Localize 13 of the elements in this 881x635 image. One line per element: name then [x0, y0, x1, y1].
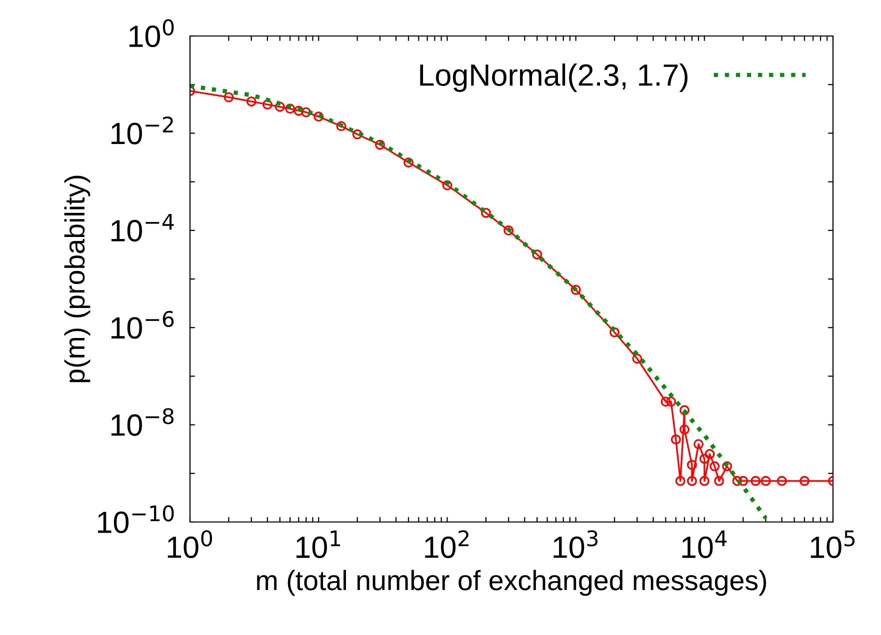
- y-tick-label: 10$^{−2}$: [112, 116, 173, 144]
- x-tick-label: 10$^{1}$: [296, 530, 340, 558]
- legend-label: LogNormal(2.3, 1.7): [420, 64, 688, 92]
- y-tick-label: 10$^{0}$: [130, 19, 174, 48]
- y-axis-title: p(m) (probability): [64, 176, 90, 382]
- x-tick-label: 10$^{3}$: [554, 530, 598, 558]
- x-tick-label: 10$^{5}$: [810, 530, 855, 558]
- x-tick-label: 10$^{2}$: [425, 530, 468, 558]
- x-axis-title: m (total number of exchanged messages): [257, 570, 766, 596]
- y-tick-label: 10$^{−8}$: [112, 408, 174, 436]
- y-tick-label: 10$^{−4}$: [112, 214, 174, 242]
- y-tick-label: 10$^{−6}$: [112, 310, 174, 339]
- x-tick-label: 10$^{4}$: [682, 530, 727, 558]
